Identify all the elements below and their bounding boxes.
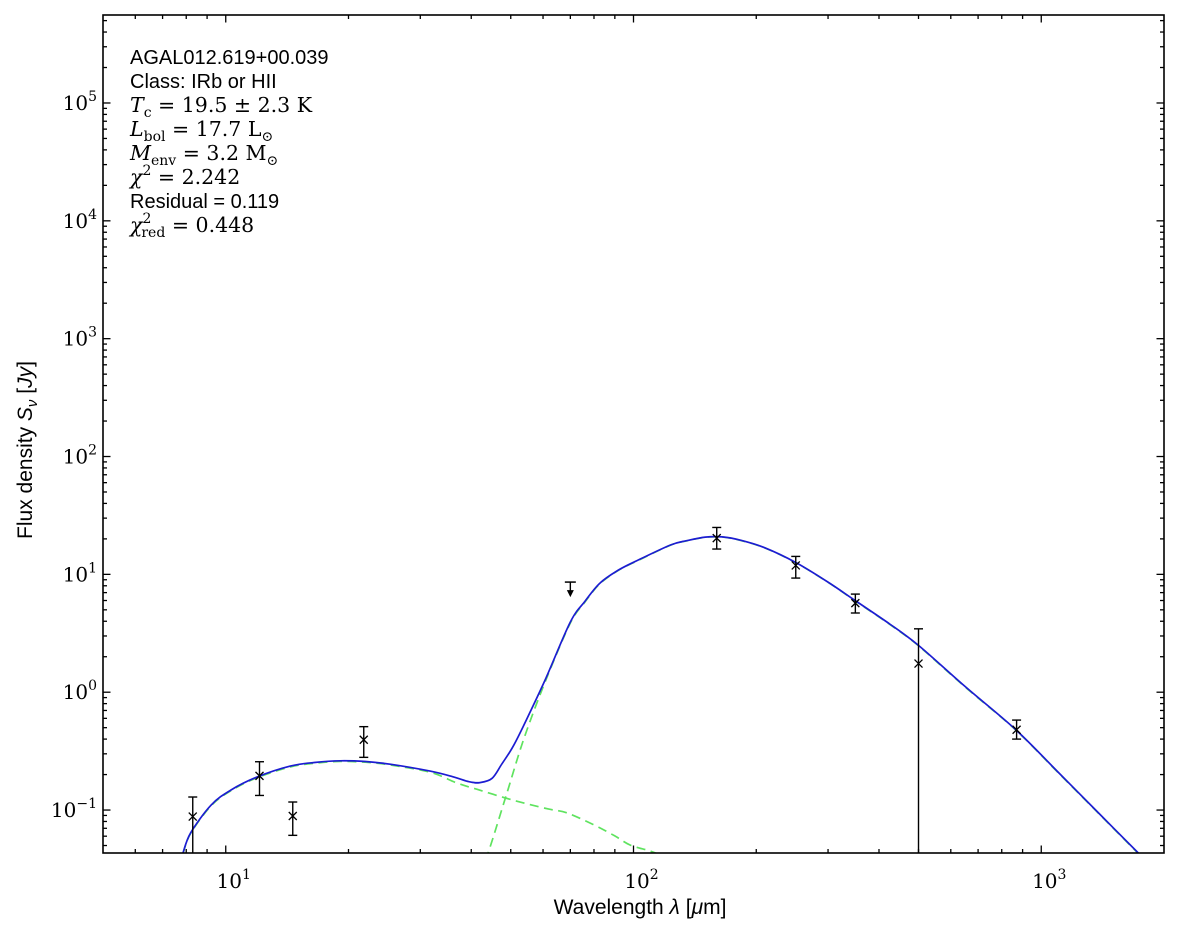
x-marker [791,560,801,570]
annotation-line-0: AGAL012.619+00.039 [130,47,329,69]
x-tick-label: 102 [624,867,658,893]
x-marker [1012,725,1022,735]
upper-limit-arrowhead [566,590,574,598]
data-point [288,801,298,837]
data-point [255,761,265,797]
x-marker [359,735,369,745]
annotation-line-2: Tc = 19.5 ± 2.3 K [130,93,313,121]
data-point [712,526,722,550]
x-marker [288,811,298,821]
x-marker [914,659,923,669]
data-point [188,796,198,853]
annotation-line-7: χ2 red = 0.448 [128,211,254,241]
annotation-line-4: Menv = 3.2 M⊙ [129,141,278,169]
data-points [188,526,1022,853]
x-axis-label: Wavelength λ [μm] [554,896,727,919]
y-axis-label-group: Flux density Sν [Jy] [14,361,41,539]
y-tick-label: 101 [63,560,97,586]
y-tick-label: 105 [63,89,97,115]
y-tick-label: 102 [63,443,97,469]
data-point [1012,719,1022,740]
axis-labels: Wavelength λ [μm] Flux density Sν [Jy] [14,361,726,919]
x-tick-label: 101 [217,867,251,893]
annotation-line-1: Class: IRb or HII [130,71,277,93]
upper-limit-marker [564,581,576,598]
data-point [359,725,369,759]
y-tick-label: 10−1 [51,796,97,822]
y-tick-label: 103 [63,325,97,351]
data-point [850,593,860,614]
annotation-line-6: Residual = 0.119 [130,191,279,213]
x-marker [255,771,264,781]
y-tick-label: 100 [63,678,97,704]
annotation-line-3: Lbol = 17.7 L⊙ [129,117,273,145]
data-point [791,555,801,579]
tick-labels: 101 102 103 10−1 100 101 102 103 104 105 [51,89,1067,893]
x-marker [850,598,860,608]
y-tick-label: 104 [63,207,97,233]
annotation-line-5: χ2 = 2.242 [128,163,240,189]
data-point [914,628,924,853]
x-marker [188,812,198,822]
axis-ticks [103,15,1164,853]
total-model-fit-curve [182,535,1139,853]
y-axis-label: Flux density Sν [Jy] [14,361,41,539]
x-tick-label: 103 [1032,867,1066,893]
x-marker [712,533,722,543]
